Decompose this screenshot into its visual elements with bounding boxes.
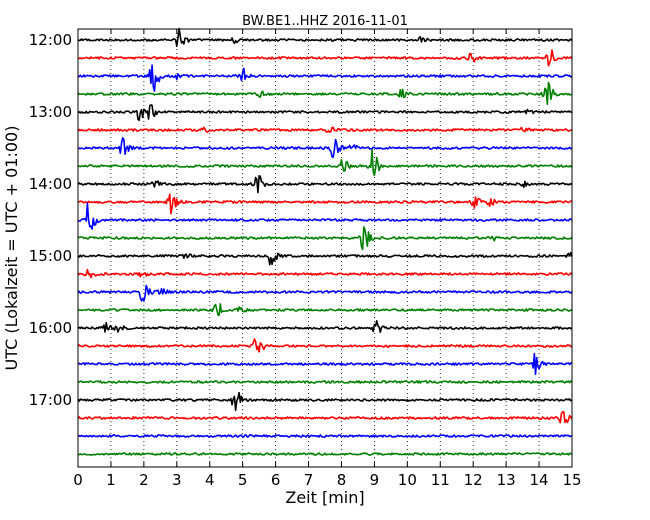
x-tick-label: 4 [205, 471, 215, 489]
x-axis: 0 1 2 3 4 5 6 7 8 9 10 11 12 13 14 15 [73, 29, 582, 489]
trace-row-1745 [77, 452, 573, 456]
x-tick-label: 9 [370, 471, 380, 489]
trace-row-1430 [77, 202, 573, 230]
y-tick-label: 13:00 [29, 103, 72, 121]
x-tick-label: 10 [398, 471, 417, 489]
x-axis-label: Zeit [min] [285, 488, 364, 507]
x-tick-label: 13 [497, 471, 516, 489]
trace-row-1200 [77, 27, 573, 47]
trace-row-1545 [77, 303, 573, 317]
x-tick-label: 7 [304, 471, 314, 489]
traces [77, 27, 573, 456]
x-tick-label: 12 [464, 471, 483, 489]
x-tick-label: 2 [139, 471, 149, 489]
trace-row-1600 [77, 320, 573, 333]
y-axis-label: UTC (Lokalzeit = UTC + 01:00) [2, 126, 21, 371]
chart-title: BW.BE1..HHZ 2016-11-01 [242, 14, 408, 29]
trace-row-1230 [77, 64, 573, 92]
trace-row-1330 [77, 137, 573, 159]
trace-row-1400 [77, 175, 573, 194]
trace-row-1530 [77, 284, 573, 302]
x-tick-label: 1 [106, 471, 116, 489]
x-tick-label: 3 [172, 471, 182, 489]
y-tick-label: 12:00 [29, 31, 72, 49]
trace-row-1445 [77, 226, 573, 251]
y-tick-label: 17:00 [29, 391, 72, 409]
trace-row-1345 [77, 149, 573, 177]
x-tick-label: 5 [238, 471, 248, 489]
trace-row-1245 [77, 81, 573, 105]
y-tick-label: 16:00 [29, 319, 72, 337]
trace-row-1300 [77, 104, 573, 122]
trace-row-1500 [77, 251, 573, 266]
x-tick-label: 14 [530, 471, 549, 489]
x-tick-label: 15 [562, 471, 581, 489]
trace-row-1615 [77, 338, 573, 353]
x-tick-label: 6 [271, 471, 281, 489]
trace-row-1215 [77, 49, 573, 67]
trace-row-1415 [77, 193, 572, 215]
y-tick-label: 15:00 [29, 247, 72, 265]
plot-frame [77, 28, 573, 468]
y-axis: 12:00 13:00 14:00 15:00 16:00 17:00 [29, 31, 572, 409]
trace-row-1715 [77, 411, 573, 424]
trace-row-1315 [77, 126, 573, 133]
x-tick-label: 0 [73, 471, 83, 489]
trace-row-1700 [77, 391, 573, 412]
trace-row-1515 [77, 268, 573, 279]
trace-row-1645 [77, 380, 573, 384]
y-tick-label: 14:00 [29, 175, 72, 193]
trace-row-1630 [77, 352, 573, 376]
trace-row-1730 [77, 434, 573, 438]
x-tick-label: 11 [431, 471, 450, 489]
x-tick-label: 8 [337, 471, 347, 489]
